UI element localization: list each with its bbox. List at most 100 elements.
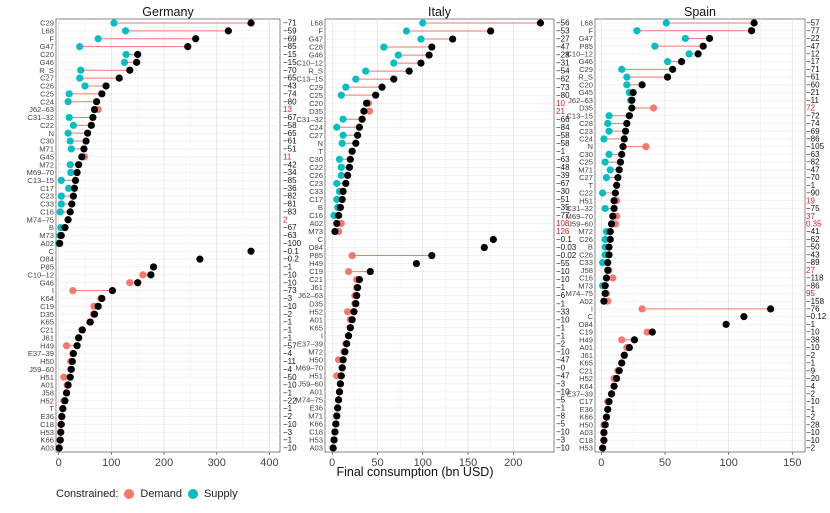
row-label: C28	[579, 119, 593, 128]
pct-label: 19	[806, 196, 815, 205]
pct-label: −58	[556, 139, 570, 148]
row-label: A03	[309, 444, 323, 453]
row-label: C10–12	[566, 50, 593, 59]
pct-label: −118	[806, 274, 824, 283]
baseline-point	[90, 310, 99, 318]
baseline-point	[610, 382, 618, 390]
supply-point	[122, 50, 130, 59]
x-tick-label: 100	[414, 457, 432, 469]
x-tick-label: 50	[371, 457, 383, 469]
row-label: D35	[309, 299, 323, 308]
pct-label: −2	[556, 339, 566, 348]
pct-label: −82	[806, 158, 820, 167]
baseline-point	[341, 348, 349, 356]
baseline-point	[353, 284, 362, 292]
supply-point	[662, 19, 670, 27]
pct-label: −10	[283, 302, 297, 311]
baseline-point	[648, 328, 656, 336]
pct-label: −63	[283, 231, 297, 240]
baseline-point	[609, 212, 617, 220]
baseline-point	[59, 405, 67, 413]
legend-demand-label: Demand	[140, 488, 182, 500]
pct-label: −15	[283, 58, 297, 67]
baseline-point	[98, 90, 106, 98]
baseline-point	[358, 115, 366, 123]
pct-label: −1	[556, 404, 566, 413]
pct-label: −43	[806, 250, 820, 259]
pct-label: −71	[283, 19, 297, 28]
row-label: C27	[40, 74, 54, 83]
supply-point	[604, 119, 612, 128]
demand-point	[126, 279, 134, 287]
row-label: C26	[579, 250, 593, 259]
row-label: J62–63	[298, 291, 323, 300]
row-label: K65	[309, 323, 323, 332]
pct-label: −47	[556, 43, 570, 52]
row-label: G47	[40, 42, 54, 51]
row-label: C25	[579, 158, 593, 167]
pct-label: −47	[556, 355, 570, 364]
row-label: C24	[309, 123, 323, 132]
legend: Constrained: Demand Supply	[56, 488, 238, 500]
baseline-point	[336, 380, 344, 388]
baseline-point	[600, 428, 608, 437]
supply-point	[651, 42, 659, 50]
pct-label: −86	[806, 281, 820, 290]
row-label: C26	[579, 235, 593, 244]
row-label: H51	[579, 196, 593, 205]
baseline-point	[449, 35, 457, 43]
row-label: C33	[40, 200, 54, 209]
baseline-point	[613, 374, 621, 383]
baseline-point	[84, 129, 92, 137]
baseline-point	[94, 302, 102, 310]
pct-label: −10	[556, 444, 570, 453]
pct-label: −71	[806, 65, 820, 74]
row-label: J62–63	[29, 105, 54, 114]
pct-label: −2	[806, 413, 816, 422]
baseline-point	[625, 343, 633, 352]
pct-label: 72	[806, 104, 815, 113]
baseline-point	[360, 107, 368, 115]
pct-label: −10	[556, 347, 570, 356]
x-tick-label: 200	[155, 457, 173, 469]
demand-point	[618, 336, 626, 344]
panel-frame	[324, 18, 555, 453]
pct-label: −0.1	[556, 235, 572, 244]
baseline-point	[614, 173, 622, 182]
row-label: M74–75	[27, 215, 54, 224]
panel-title: Germany	[142, 5, 194, 19]
pct-label: −10	[806, 343, 820, 352]
pct-label: 21	[556, 107, 565, 116]
baseline-point	[378, 83, 386, 91]
pct-label: 37	[806, 212, 815, 221]
baseline-point	[599, 444, 607, 452]
row-label: A03	[579, 428, 593, 437]
row-label: J59–60	[298, 379, 323, 388]
baseline-point	[610, 204, 618, 213]
supply-point	[76, 74, 84, 82]
pct-label: −10	[283, 381, 297, 390]
row-label: D35	[309, 107, 323, 116]
supply-point	[380, 43, 388, 51]
row-label: C20	[309, 99, 323, 108]
row-label: C24	[579, 135, 593, 144]
pct-label: −9	[806, 366, 816, 375]
x-tick-label: 150	[783, 457, 801, 469]
supply-point	[342, 83, 350, 91]
row-label: M72	[308, 347, 323, 356]
baseline-point	[480, 243, 488, 252]
supply-point	[64, 98, 72, 106]
supply-point	[623, 81, 631, 89]
row-label: H53	[579, 444, 593, 453]
row-label: F	[588, 26, 593, 35]
pct-label: −2	[283, 310, 293, 319]
baseline-point	[629, 88, 637, 97]
x-tick-label: 300	[208, 457, 226, 469]
demand-point	[638, 305, 646, 313]
baseline-point	[536, 19, 545, 27]
baseline-point	[98, 294, 106, 303]
pct-label: −83	[283, 207, 297, 216]
baseline-point	[628, 96, 636, 104]
row-label: M73	[578, 281, 593, 290]
baseline-point	[73, 342, 81, 350]
